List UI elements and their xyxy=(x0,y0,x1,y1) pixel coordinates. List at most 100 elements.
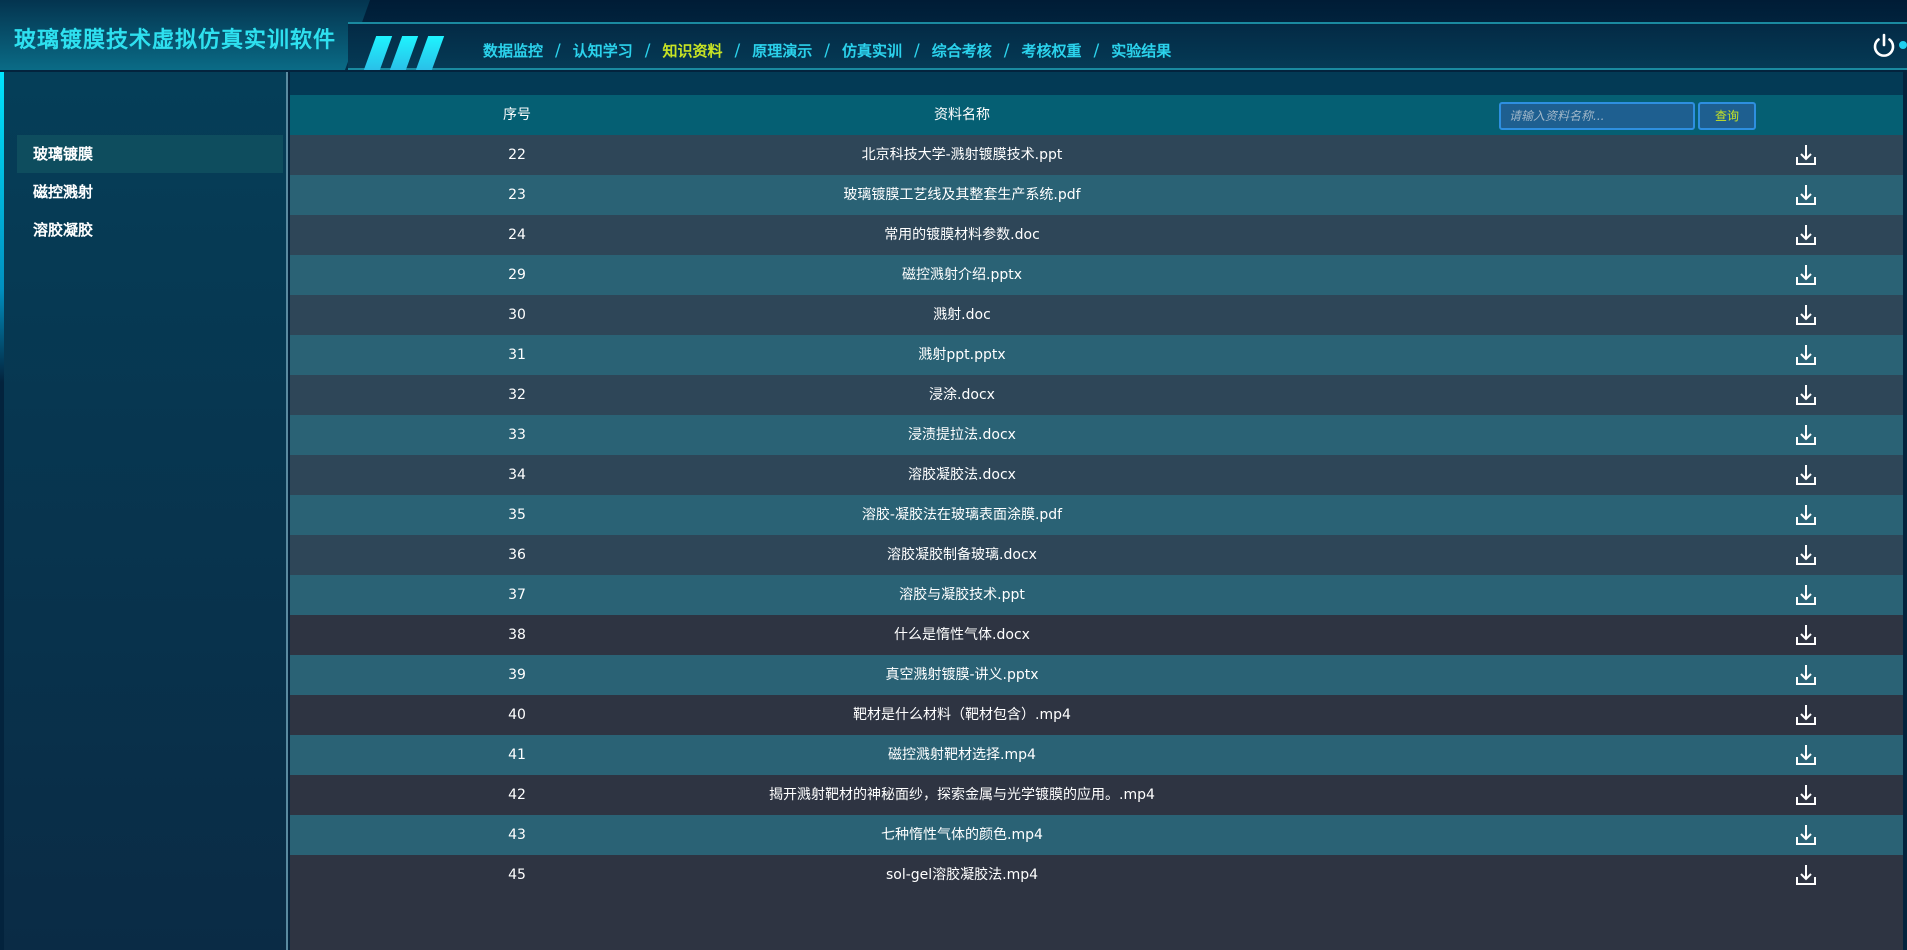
row-index: 29 xyxy=(508,267,526,283)
table-row: 42 揭开溅射靶材的神秘面纱，探索金属与光学镀膜的应用。.mp4 xyxy=(290,775,1903,815)
download-icon[interactable] xyxy=(1794,263,1818,287)
row-index: 24 xyxy=(508,227,526,243)
decor-stripes xyxy=(360,36,450,70)
download-icon[interactable] xyxy=(1794,223,1818,247)
download-icon[interactable] xyxy=(1794,503,1818,527)
table-row: 33 浸渍提拉法.docx xyxy=(290,415,1903,455)
download-icon[interactable] xyxy=(1794,383,1818,407)
nav-item[interactable]: 数据监控 xyxy=(483,42,544,60)
header-name: 资料名称 xyxy=(934,107,990,123)
row-name: 溅射ppt.pptx xyxy=(918,347,1006,363)
row-index: 30 xyxy=(508,307,526,323)
row-name: 溶胶凝胶制备玻璃.docx xyxy=(887,547,1037,563)
nav-item[interactable]: 综合考核 xyxy=(931,42,992,60)
row-name: 浸渍提拉法.docx xyxy=(908,427,1016,443)
table-row: 36 溶胶凝胶制备玻璃.docx xyxy=(290,535,1903,575)
table-row: 38 什么是惰性气体.docx xyxy=(290,615,1903,655)
row-index: 33 xyxy=(508,427,526,443)
row-name: 溅射.doc xyxy=(933,307,991,323)
table-row: 30 溅射.doc xyxy=(290,295,1903,335)
decor-dot xyxy=(1899,41,1907,49)
title-block: 玻璃镀膜技术虚拟仿真实训软件 xyxy=(0,0,370,70)
nav-item[interactable]: 仿真实训 xyxy=(842,42,903,60)
row-index: 32 xyxy=(508,387,526,403)
table-row: 41 磁控溅射靶材选择.mp4 xyxy=(290,735,1903,775)
nav-item[interactable]: 认知学习 xyxy=(572,42,633,60)
row-name: 溶胶-凝胶法在玻璃表面涂膜.pdf xyxy=(861,507,1063,523)
download-icon[interactable] xyxy=(1794,863,1818,887)
top-header: 玻璃镀膜技术虚拟仿真实训软件 数据监控 / 认知学习 / 知识资料 / 原理演示 / 仿真实训 /… xyxy=(0,0,1907,70)
table-row: 22 北京科技大学-溅射镀膜技术.ppt xyxy=(290,135,1903,175)
table-row: 45 sol-gel溶胶凝胶法.mp4 xyxy=(290,855,1903,895)
row-name: 北京科技大学-溅射镀膜技术.ppt xyxy=(861,147,1063,163)
table-row: 32 浸涂.docx xyxy=(290,375,1903,415)
download-icon[interactable] xyxy=(1794,623,1818,647)
table-row: 24 常用的镀膜材料参数.doc xyxy=(290,215,1903,255)
download-icon[interactable] xyxy=(1794,703,1818,727)
download-icon[interactable] xyxy=(1794,583,1818,607)
sidebar-item-glass-coating[interactable]: 玻璃镀膜 xyxy=(17,135,283,173)
download-icon[interactable] xyxy=(1794,143,1818,167)
download-icon[interactable] xyxy=(1794,823,1818,847)
nav-separator: / xyxy=(644,40,651,61)
download-icon[interactable] xyxy=(1794,783,1818,807)
row-name: 溶胶凝胶法.docx xyxy=(908,467,1016,483)
nav-separator: / xyxy=(734,40,741,61)
row-name: 磁控溅射靶材选择.mp4 xyxy=(888,747,1036,763)
row-name: 浸涂.docx xyxy=(929,387,995,403)
download-icon[interactable] xyxy=(1794,663,1818,687)
row-index: 35 xyxy=(508,507,526,523)
main-nav: 数据监控 / 认知学习 / 知识资料 / 原理演示 / 仿真实训 / 综合考核 / 考核权重 / 实验结果 xyxy=(483,40,1171,61)
row-name: 玻璃镀膜工艺线及其整套生产系统.pdf xyxy=(843,187,1081,203)
row-index: 40 xyxy=(508,707,526,723)
nav-item[interactable]: 原理演示 xyxy=(752,42,813,60)
row-index: 43 xyxy=(508,827,526,843)
nav-separator: / xyxy=(1003,40,1010,61)
table-row: 37 溶胶与凝胶技术.ppt xyxy=(290,575,1903,615)
row-index: 38 xyxy=(508,627,526,643)
download-icon[interactable] xyxy=(1794,423,1818,447)
materials-table: 序号 资料名称 查询 22 北京科技大学-溅射镀膜技术.ppt 23 玻璃镀膜工… xyxy=(290,72,1903,950)
row-index: 37 xyxy=(508,587,526,603)
download-icon[interactable] xyxy=(1794,743,1818,767)
download-icon[interactable] xyxy=(1794,543,1818,567)
download-icon[interactable] xyxy=(1794,463,1818,487)
table-row: 23 玻璃镀膜工艺线及其整套生产系统.pdf xyxy=(290,175,1903,215)
row-name: 靶材是什么材料（靶材包含）.mp4 xyxy=(853,707,1071,723)
nav-item[interactable]: 知识资料 xyxy=(662,42,723,60)
search-button[interactable]: 查询 xyxy=(1698,102,1756,130)
decor-glow xyxy=(0,72,4,382)
table-row: 40 靶材是什么材料（靶材包含）.mp4 xyxy=(290,695,1903,735)
download-icon[interactable] xyxy=(1794,303,1818,327)
table-row: 34 溶胶凝胶法.docx xyxy=(290,455,1903,495)
row-index: 42 xyxy=(508,787,526,803)
row-index: 41 xyxy=(508,747,526,763)
nav-separator: / xyxy=(824,40,830,61)
table-row: 39 真空溅射镀膜-讲义.pptx xyxy=(290,655,1903,695)
table-body: 22 北京科技大学-溅射镀膜技术.ppt 23 玻璃镀膜工艺线及其整套生产系统.… xyxy=(290,135,1903,895)
download-icon[interactable] xyxy=(1794,343,1818,367)
row-name: 揭开溅射靶材的神秘面纱，探索金属与光学镀膜的应用。.mp4 xyxy=(769,787,1155,803)
row-name: 真空溅射镀膜-讲义.pptx xyxy=(885,667,1039,683)
search-input[interactable] xyxy=(1499,102,1695,130)
power-icon[interactable] xyxy=(1871,33,1897,59)
row-name: 溶胶与凝胶技术.ppt xyxy=(899,587,1025,603)
table-row: 35 溶胶-凝胶法在玻璃表面涂膜.pdf xyxy=(290,495,1903,535)
row-index: 34 xyxy=(508,467,526,483)
download-icon[interactable] xyxy=(1794,183,1818,207)
row-name: 七种惰性气体的颜色.mp4 xyxy=(881,827,1043,843)
row-name: 什么是惰性气体.docx xyxy=(894,627,1030,643)
sidebar: 玻璃镀膜 磁控溅射 溶胶凝胶 xyxy=(4,72,288,950)
row-name: sol-gel溶胶凝胶法.mp4 xyxy=(885,867,1039,883)
nav-item[interactable]: 实验结果 xyxy=(1111,42,1172,60)
nav-item[interactable]: 考核权重 xyxy=(1021,42,1082,60)
row-name: 常用的镀膜材料参数.doc xyxy=(884,227,1040,243)
table-header: 序号 资料名称 查询 xyxy=(290,95,1903,135)
row-index: 39 xyxy=(508,667,526,683)
row-index: 22 xyxy=(508,147,526,163)
sidebar-item-magnetron-sputtering[interactable]: 磁控溅射 xyxy=(33,183,94,201)
header-index: 序号 xyxy=(503,107,531,123)
sidebar-item-sol-gel[interactable]: 溶胶凝胶 xyxy=(33,221,94,239)
table-row: 43 七种惰性气体的颜色.mp4 xyxy=(290,815,1903,855)
table-row: 31 溅射ppt.pptx xyxy=(290,335,1903,375)
